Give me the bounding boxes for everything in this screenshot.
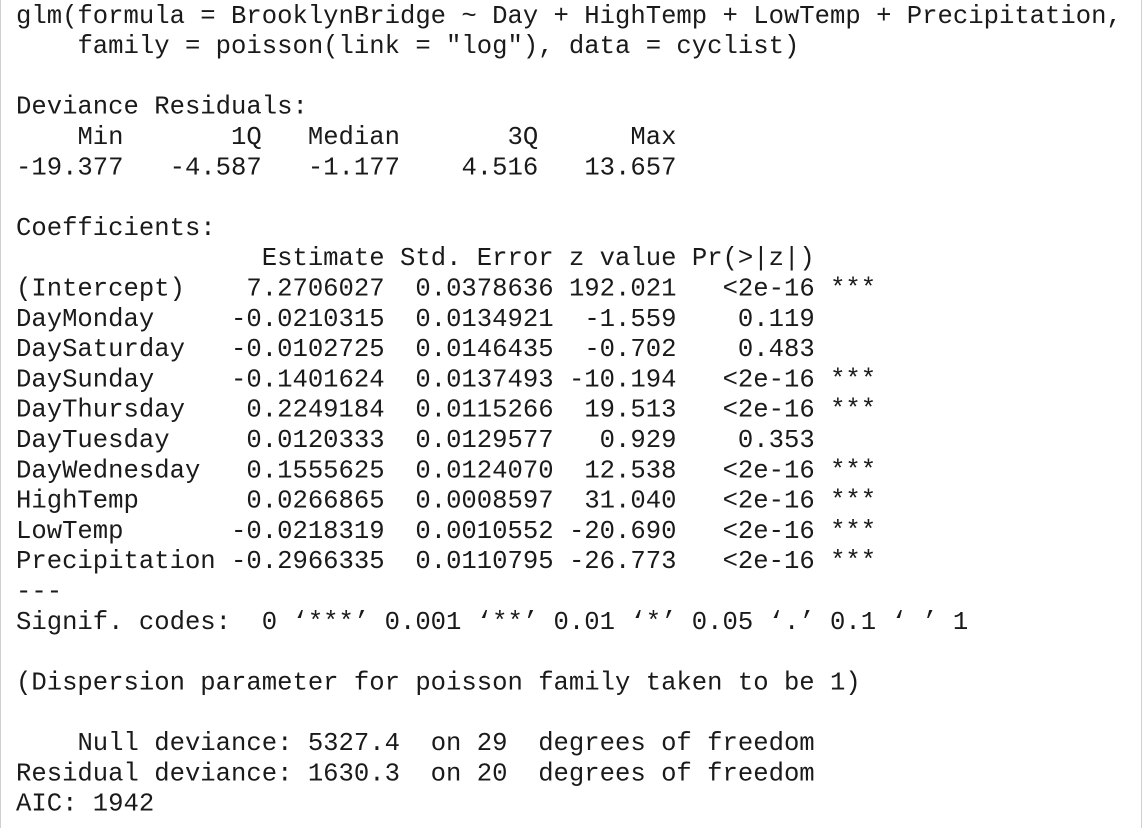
- coef-cell: 0.0129577: [415, 426, 553, 455]
- coef-cell: 0.353: [738, 426, 815, 455]
- coef-name: DayTuesday: [16, 426, 170, 455]
- residual-header: Median: [308, 123, 400, 152]
- residual-value: -19.377: [16, 153, 124, 182]
- coef-cell: <2e-16: [723, 274, 815, 303]
- coef-cell: <2e-16: [723, 517, 815, 546]
- residual-value: -1.177: [308, 153, 400, 182]
- coef-cell: <2e-16: [723, 547, 815, 576]
- residual-header: Min: [77, 123, 123, 152]
- coef-cell: 0.1555625: [246, 456, 384, 485]
- section-title: Deviance Residuals:: [16, 93, 308, 122]
- coef-cell: 0.0010552: [415, 517, 553, 546]
- signif-stars: ***: [830, 487, 876, 516]
- coef-cell: 0.0146435: [415, 335, 553, 364]
- signif-codes: Signif. codes: 0 ‘***’ 0.001 ‘**’ 0.01 ‘…: [16, 608, 968, 637]
- coef-name: DaySaturday: [16, 335, 185, 364]
- coef-name: (Intercept): [16, 274, 185, 303]
- coef-cell: 0.0266865: [246, 487, 384, 516]
- coef-name: DaySunday: [16, 365, 154, 394]
- coef-cell: -0.0218319: [231, 517, 385, 546]
- coef-cell: 12.538: [584, 456, 676, 485]
- coef-cell: <2e-16: [723, 365, 815, 394]
- coef-header: Estimate: [262, 244, 385, 273]
- coef-cell: 0.0120333: [246, 426, 384, 455]
- coef-cell: <2e-16: [723, 487, 815, 516]
- coef-cell: 0.929: [600, 426, 677, 455]
- dispersion-note: (Dispersion parameter for poisson family…: [16, 668, 861, 697]
- aic-line: AIC: 1942: [16, 790, 154, 819]
- signif-stars: ***: [830, 517, 876, 546]
- separator: ---: [16, 577, 62, 606]
- signif-stars: ***: [830, 365, 876, 394]
- residual-header: 1Q: [231, 123, 262, 152]
- section-title: Coefficients:: [16, 214, 216, 243]
- coef-cell: -0.702: [584, 335, 676, 364]
- signif-stars: ***: [830, 456, 876, 485]
- coef-cell: 7.2706027: [246, 274, 384, 303]
- coef-cell: -10.194: [569, 365, 677, 394]
- coef-name: DayMonday: [16, 305, 154, 334]
- signif-stars: ***: [830, 396, 876, 425]
- coef-cell: -0.1401624: [231, 365, 385, 394]
- deviance-line: Residual deviance: 1630.3 on 20 degrees …: [16, 759, 815, 788]
- coef-cell: 31.040: [584, 487, 676, 516]
- residual-value: 4.516: [461, 153, 538, 182]
- coef-cell: 0.0134921: [415, 305, 553, 334]
- coef-cell: <2e-16: [723, 396, 815, 425]
- coef-cell: -0.0102725: [231, 335, 385, 364]
- coef-cell: 0.0110795: [415, 547, 553, 576]
- coef-cell: 0.0137493: [415, 365, 553, 394]
- coef-name: Precipitation: [16, 547, 216, 576]
- coef-cell: 192.021: [569, 274, 677, 303]
- coef-cell: 0.0124070: [415, 456, 553, 485]
- coef-cell: 0.2249184: [246, 396, 384, 425]
- coef-cell: 0.0378636: [415, 274, 553, 303]
- coef-cell: -0.2966335: [231, 547, 385, 576]
- residual-value: 13.657: [584, 153, 676, 182]
- coef-cell: 0.0115266: [415, 396, 553, 425]
- coef-cell: -26.773: [569, 547, 677, 576]
- coef-name: DayThursday: [16, 396, 185, 425]
- residual-header: 3Q: [508, 123, 539, 152]
- coef-name: LowTemp: [16, 517, 124, 546]
- coef-name: HighTemp: [16, 487, 139, 516]
- coef-cell: -0.0210315: [231, 305, 385, 334]
- coef-cell: 0.0008597: [415, 487, 553, 516]
- coef-header: Std. Error: [400, 244, 554, 273]
- coef-cell: <2e-16: [723, 456, 815, 485]
- signif-stars: ***: [830, 547, 876, 576]
- coef-cell: 0.483: [738, 335, 815, 364]
- coef-cell: 19.513: [584, 396, 676, 425]
- call-line: glm(formula = BrooklynBridge ~ Day + Hig…: [16, 2, 1122, 31]
- coef-cell: -1.559: [584, 305, 676, 334]
- residual-header: Max: [630, 123, 676, 152]
- deviance-line: Null deviance: 5327.4 on 29 degrees of f…: [77, 729, 814, 758]
- coef-name: DayWednesday: [16, 456, 200, 485]
- call-line: family = poisson(link = "log"), data = c…: [77, 32, 799, 61]
- coef-cell: -20.690: [569, 517, 677, 546]
- residual-value: -4.587: [170, 153, 262, 182]
- coef-cell: 0.119: [738, 305, 815, 334]
- signif-stars: ***: [830, 274, 876, 303]
- coef-header: z value: [569, 244, 677, 273]
- coef-header: Pr(>|z|): [692, 244, 815, 273]
